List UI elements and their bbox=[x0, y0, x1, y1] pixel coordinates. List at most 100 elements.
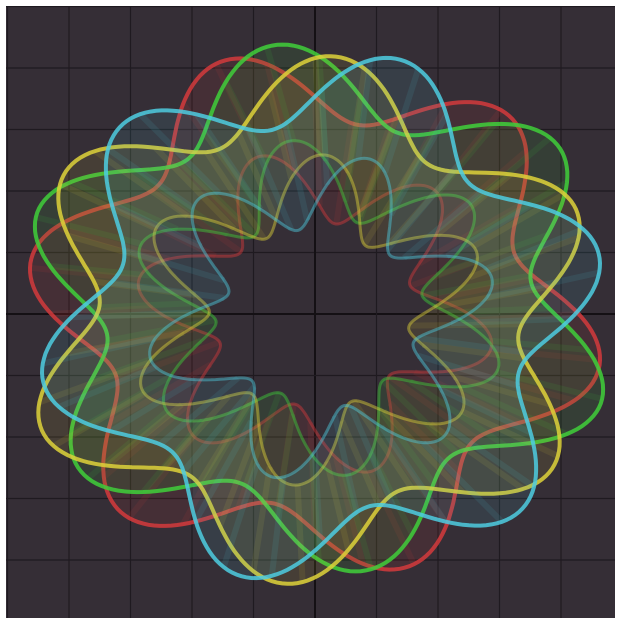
curve-yellow-fiber bbox=[65, 329, 185, 357]
curve-red-inner-edge bbox=[136, 154, 494, 474]
curve-cyan-fiber bbox=[71, 309, 192, 321]
curve-cyan-fiber bbox=[485, 226, 585, 272]
curve-red-fiber bbox=[126, 434, 197, 520]
curve-yellow-fiber bbox=[351, 399, 414, 490]
curve-yellow-fiber bbox=[434, 172, 513, 238]
curve-cyan-fiber bbox=[355, 59, 374, 160]
curve-cyan-fiber bbox=[486, 269, 600, 301]
curve-red-fiber bbox=[358, 119, 395, 211]
curve-green-fiber bbox=[49, 263, 151, 279]
curve-red-fiber bbox=[264, 63, 297, 172]
curve-green-fiber bbox=[421, 272, 531, 299]
curve-green-fiber bbox=[385, 131, 437, 214]
curve-yellow-fiber bbox=[323, 460, 352, 551]
art-svg bbox=[6, 6, 615, 618]
curve-green-fiber bbox=[179, 161, 258, 238]
curve-cyan-fiber bbox=[416, 352, 519, 389]
curve-red-fiber bbox=[151, 187, 243, 255]
curve-red-fiber bbox=[387, 444, 450, 526]
curve-cyan-band bbox=[42, 57, 600, 579]
curve-red-fiber bbox=[437, 148, 529, 228]
curve-cyan-outer-edge bbox=[39, 55, 603, 581]
curve-green-fiber bbox=[380, 378, 459, 455]
curve-layer bbox=[27, 42, 606, 586]
curve-cyan-fiber bbox=[192, 419, 254, 523]
curve-yellow-fiber bbox=[433, 283, 553, 311]
curve-cyan-fiber bbox=[348, 405, 397, 508]
curve-red-fiber bbox=[413, 369, 521, 426]
curve-red-fiber bbox=[307, 422, 318, 532]
curve-yellow-fiber bbox=[52, 391, 147, 449]
curve-green-fiber bbox=[342, 97, 365, 203]
curve-yellow-fiber bbox=[421, 341, 525, 362]
curve-red-fiber bbox=[366, 470, 417, 566]
curve-yellow-fiber bbox=[250, 466, 273, 572]
curve-cyan-fiber bbox=[57, 364, 157, 410]
curve-red-fiber bbox=[116, 339, 221, 384]
curve-green-fiber bbox=[242, 391, 283, 487]
curve-red-fiber bbox=[108, 361, 213, 426]
curve-cyan-fiber bbox=[110, 200, 203, 250]
curve-red-fiber bbox=[399, 102, 450, 190]
curve-cyan-fiber bbox=[109, 377, 197, 434]
curve-cyan-fiber bbox=[388, 113, 450, 217]
curve-yellow-fiber bbox=[196, 393, 257, 486]
curve-yellow-fiber bbox=[339, 419, 383, 509]
curve-red-fiber bbox=[333, 456, 366, 565]
curve-cyan-fiber bbox=[420, 440, 505, 524]
curve-cyan-inner-edge bbox=[148, 156, 494, 480]
curve-red-fiber bbox=[387, 373, 479, 441]
curve-yellow-fiber bbox=[153, 145, 237, 231]
curve-red-fiber bbox=[180, 102, 243, 184]
curve-yellow-outer-edge bbox=[36, 54, 582, 586]
curve-cyan-fiber bbox=[106, 146, 195, 211]
curve-green-fiber bbox=[495, 369, 603, 402]
curve-green-fiber bbox=[89, 300, 191, 311]
curve-green-fiber bbox=[432, 122, 498, 198]
curve-green-fiber bbox=[201, 130, 262, 210]
curve-cyan bbox=[39, 55, 603, 581]
curve-cyan-fiber bbox=[318, 90, 331, 185]
curve-green-outer-edge bbox=[32, 42, 606, 574]
curve-green-fiber bbox=[86, 408, 170, 481]
curve-red-fiber bbox=[213, 62, 264, 158]
curve-yellow-fiber bbox=[204, 150, 267, 241]
curve-red-fiber bbox=[29, 264, 140, 282]
curve-yellow-fiber bbox=[93, 148, 190, 219]
curve-cyan-fiber bbox=[158, 375, 240, 447]
curve-red-fiber bbox=[51, 305, 154, 317]
curve-green-fiber bbox=[376, 406, 437, 486]
curve-green-band bbox=[34, 44, 604, 572]
curve-yellow-fiber bbox=[345, 68, 368, 174]
curve-red-fiber bbox=[417, 202, 522, 267]
curve-green-fiber bbox=[316, 56, 329, 162]
curve-red-fiber bbox=[275, 403, 297, 506]
curve-cyan-fiber bbox=[417, 335, 532, 357]
curve-cyan-fiber bbox=[137, 112, 222, 196]
curve-yellow-fiber bbox=[409, 321, 522, 329]
curve-cyan-fiber bbox=[331, 414, 360, 513]
curve-cyan-fiber bbox=[181, 384, 257, 474]
curve-yellow-fiber bbox=[428, 421, 525, 492]
curve-red-outer-edge bbox=[27, 56, 603, 572]
curve-cyan-fiber bbox=[123, 247, 226, 284]
curve-cyan-fiber bbox=[402, 189, 484, 261]
curve-yellow-fiber bbox=[105, 402, 184, 468]
curve-cyan-fiber bbox=[439, 386, 532, 436]
curve-cyan-fiber bbox=[311, 451, 324, 546]
curve-green-fiber bbox=[273, 413, 296, 519]
curve-red-band bbox=[30, 58, 600, 570]
curve-red-fiber bbox=[55, 224, 170, 262]
art-canvas bbox=[6, 6, 615, 618]
curve-red-fiber bbox=[333, 122, 355, 225]
curve-green-fiber bbox=[201, 402, 253, 485]
curve-red-fiber bbox=[235, 417, 272, 509]
curve-yellow-fiber bbox=[67, 232, 165, 266]
curve-cyan-fiber bbox=[268, 476, 287, 577]
curve-green-fiber bbox=[131, 168, 230, 238]
curve-cyan-fiber bbox=[282, 123, 311, 222]
curve-yellow-fiber bbox=[266, 89, 295, 180]
curve-yellow-fiber bbox=[356, 113, 401, 218]
curve-green-fiber bbox=[408, 378, 507, 448]
